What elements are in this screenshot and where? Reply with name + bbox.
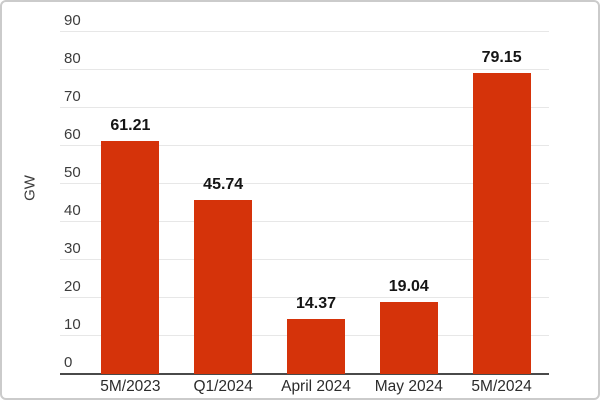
gridline [60, 107, 549, 108]
y-tick-label: 50 [64, 164, 81, 181]
y-tick-label: 30 [64, 240, 81, 257]
y-tick-label: 80 [64, 50, 81, 67]
y-tick-label: 70 [64, 88, 81, 105]
gridline [60, 31, 549, 32]
gridline [60, 221, 549, 222]
bar-Q1/2024 [194, 200, 253, 374]
y-tick-label: 10 [64, 316, 81, 333]
y-tick-label: 90 [64, 12, 81, 29]
plot-area: 0 10 20 30 40 50 60 70 80 90 61.21 5M/2023 45.74 Q1/2… [60, 13, 549, 395]
gridline [60, 69, 549, 70]
bar-value-label: 45.74 [203, 176, 244, 194]
gridline [60, 297, 549, 298]
y-axis-title: GW [21, 175, 39, 201]
gridline [60, 259, 549, 260]
x-tick-label: Q1/2024 [193, 378, 253, 395]
bar-April 2024 [287, 319, 345, 374]
y-tick-label: 0 [64, 354, 73, 371]
x-tick-label: April 2024 [281, 378, 351, 395]
gridline [60, 145, 549, 146]
x-tick-label: 5M/2023 [100, 378, 161, 395]
y-tick-label: 20 [64, 278, 81, 295]
bar-5M/2024 [472, 73, 531, 374]
x-axis-line [60, 373, 549, 375]
bar-value-label: 79.15 [481, 49, 522, 67]
bar-value-label: 14.37 [295, 295, 337, 313]
x-tick-label: 5M/2024 [471, 378, 532, 395]
bar-value-label: 19.04 [388, 277, 429, 295]
x-tick-label: May 2024 [374, 378, 443, 395]
bar-value-label: 61.21 [110, 117, 151, 135]
bar-5M/2023 [101, 141, 160, 374]
y-tick-label: 40 [64, 202, 81, 219]
y-tick-label: 60 [64, 126, 81, 143]
bar-May 2024 [379, 301, 438, 374]
gridline [60, 183, 549, 184]
